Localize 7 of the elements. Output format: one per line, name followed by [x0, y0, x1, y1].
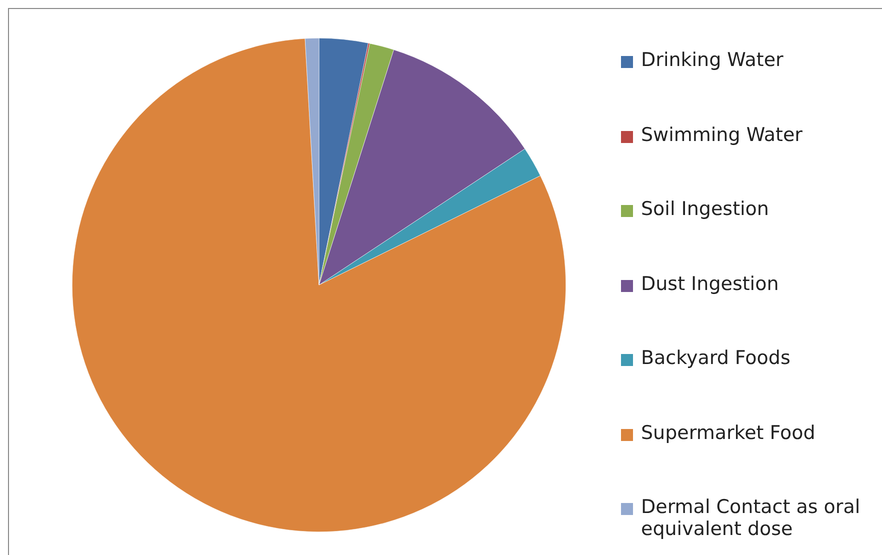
legend-label: Drinking Water [641, 49, 784, 71]
legend-label: Dust Ingestion [641, 272, 779, 294]
legend-label: Swimming Water [641, 124, 802, 146]
legend-label: Backyard Foods [641, 347, 790, 369]
legend-label: Dermal Contact as oral equivalent dose [641, 496, 862, 540]
legend-label: Supermarket Food [641, 422, 816, 444]
legend-label: Soil Ingestion [641, 198, 769, 220]
